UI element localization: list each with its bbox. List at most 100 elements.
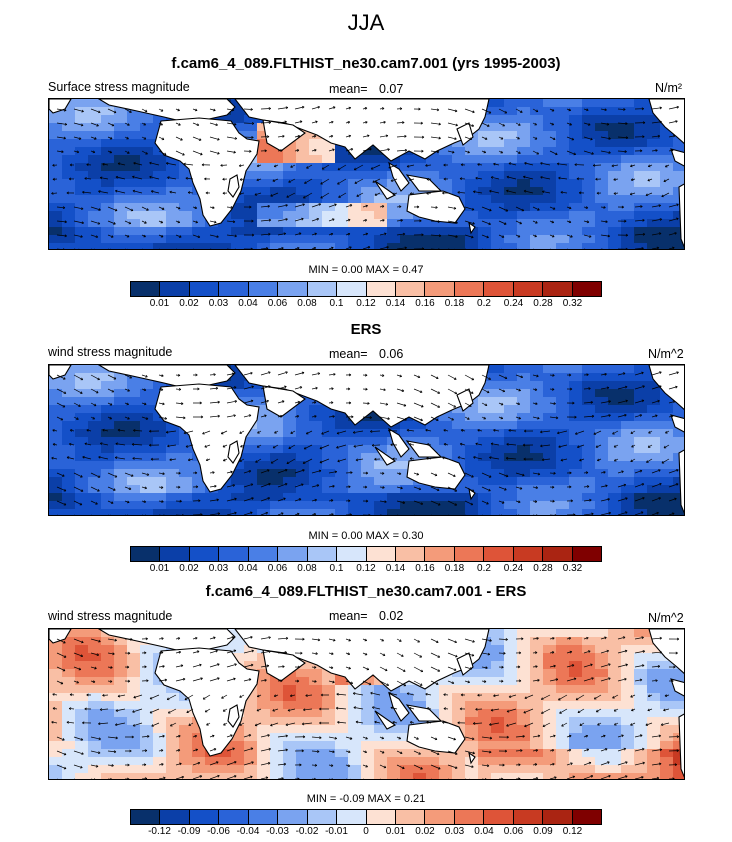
colorbar-swatch (219, 547, 249, 561)
colorbar-swatch (219, 810, 249, 824)
colorbar-swatch (131, 282, 161, 296)
panel-1-map (48, 98, 685, 250)
colorbar-tick-label: 0.06 (267, 563, 288, 574)
panel-1-colorbar (130, 281, 602, 297)
panel-2-colorbar-ticks: 0.01 0.02 0.03 0.04 0.06 0.08 0.1 0.12 0.14 0.16 0… (130, 563, 602, 577)
panel-3-variable-label: wind stress magnitude (48, 609, 173, 623)
colorbar-tick-label: 0.32 (562, 563, 583, 574)
panel-2-units: N/m^2 (648, 347, 684, 361)
continents (49, 629, 684, 778)
colorbar-tick-label: 0.18 (444, 563, 465, 574)
colorbar-swatch (219, 282, 249, 296)
colorbar-tick-label: -0.04 (236, 826, 260, 837)
colorbar-tick-label: 0.06 (503, 826, 524, 837)
colorbar-swatch (131, 547, 161, 561)
colorbar-tick-label: 0.01 (149, 298, 170, 309)
colorbar-tick-label: -0.03 (266, 826, 289, 837)
panel-3-units: N/m^2 (648, 611, 684, 625)
colorbar-tick-label: 0.01 (385, 826, 406, 837)
page-title: JJA (347, 10, 385, 35)
colorbar-tick-label: -0.09 (177, 826, 201, 837)
panel-1-variable-label: Surface stress magnitude (48, 80, 190, 94)
panel-2-colorbar (130, 546, 602, 562)
colorbar-swatch (366, 810, 396, 824)
panel-2-map (48, 364, 685, 516)
colorbar-tick-label: 0.03 (208, 563, 229, 574)
vector-arrows (51, 105, 679, 249)
colorbar-swatch (454, 547, 485, 561)
colorbar-tick-label: 0.28 (533, 563, 553, 574)
colorbar-swatch (513, 810, 544, 824)
colorbar-tick-label: 0.18 (444, 298, 465, 309)
panel-1-mean-value: 0.07 (379, 82, 404, 96)
colorbar-swatch (454, 282, 485, 296)
panel-1-minmax: MIN = 0.00 MAX = 0.47 (308, 264, 424, 276)
colorbar-tick-label: 0.02 (415, 826, 435, 837)
panel-2-mean-label: mean= (329, 347, 368, 361)
colorbar-swatch (572, 547, 601, 561)
colorbar-tick-label: 0.16 (415, 563, 435, 574)
colorbar-swatch (543, 810, 573, 824)
colorbar-swatch (248, 547, 279, 561)
colorbar-tick-label: -0.01 (325, 826, 348, 837)
colorbar-tick-label: -0.12 (148, 826, 171, 837)
panel-2-variable-label: wind stress magnitude (48, 345, 173, 359)
colorbar-swatch (425, 282, 455, 296)
colorbar-swatch (278, 547, 308, 561)
colorbar-swatch (160, 810, 190, 824)
panel-2-map-svg (49, 365, 684, 515)
colorbar-swatch (543, 547, 573, 561)
panel-3-minmax: MIN = -0.09 MAX = 0.21 (306, 793, 426, 805)
colorbar-swatch (513, 547, 544, 561)
colorbar-swatch (484, 282, 514, 296)
colorbar-swatch (454, 810, 485, 824)
colorbar-swatch (572, 810, 601, 824)
colorbar-tick-label: 0.03 (444, 826, 465, 837)
panel-1-colorbar-ticks: 0.01 0.02 0.03 0.04 0.06 0.08 0.1 0.12 0.14 0.16 0… (130, 298, 602, 312)
panel-1-mean-label: mean= (329, 82, 368, 96)
colorbar-tick-label: 0.03 (208, 298, 229, 309)
colorbar-tick-label: 0.32 (562, 298, 583, 309)
colorbar-tick-label: 0.14 (385, 298, 406, 309)
colorbar-tick-label: 0 (363, 826, 369, 837)
colorbar-tick-label: 0.06 (267, 298, 288, 309)
panel-3-colorbar-ticks: -0.12 -0.09 -0.06 -0.04 -0.03 -0.02 -0.01 0 0.01… (130, 826, 602, 840)
colorbar-swatch (513, 282, 544, 296)
colorbar-tick-label: 0.24 (503, 298, 524, 309)
colorbar-swatch (307, 282, 338, 296)
colorbar-tick-label: 0.2 (477, 563, 491, 574)
colorbar-tick-label: 0.02 (179, 298, 199, 309)
colorbar-tick-label: 0.04 (238, 563, 258, 574)
colorbar-swatch (160, 547, 190, 561)
continents (49, 99, 684, 248)
colorbar-swatch (425, 547, 455, 561)
colorbar-swatch (248, 282, 279, 296)
colorbar-tick-label: 0.12 (356, 563, 376, 574)
colorbar-tick-label: 0.09 (533, 826, 553, 837)
panel-3-map-svg (49, 629, 684, 779)
colorbar-swatch (366, 547, 396, 561)
continents (49, 365, 684, 514)
panel-1-heading: f.cam6_4_089.FLTHIST_ne30.cam7.001 (yrs … (171, 55, 561, 72)
panel-3-mean-value: 0.02 (379, 609, 404, 623)
panel-3-heading: f.cam6_4_089.FLTHIST_ne30.cam7.001 - ERS (205, 583, 527, 600)
colorbar-swatch (395, 282, 426, 296)
colorbar-swatch (189, 547, 220, 561)
colorbar-swatch (160, 282, 190, 296)
colorbar-swatch (337, 547, 367, 561)
colorbar-tick-label: 0.01 (149, 563, 170, 574)
colorbar-tick-label: 0.2 (477, 298, 491, 309)
colorbar-swatch (337, 282, 367, 296)
panel-2-mean-value: 0.06 (379, 347, 404, 361)
colorbar-swatch (189, 282, 220, 296)
colorbar-swatch (278, 282, 308, 296)
colorbar-swatch (395, 810, 426, 824)
colorbar-tick-label: 0.16 (415, 298, 435, 309)
colorbar-swatch (248, 810, 279, 824)
colorbar-swatch (307, 547, 338, 561)
colorbar-tick-label: 0.12 (356, 298, 376, 309)
colorbar-tick-label: 0.1 (329, 563, 344, 574)
colorbar-tick-label: 0.24 (503, 563, 524, 574)
colorbar-swatch (395, 547, 426, 561)
panel-1-map-svg (49, 99, 684, 249)
